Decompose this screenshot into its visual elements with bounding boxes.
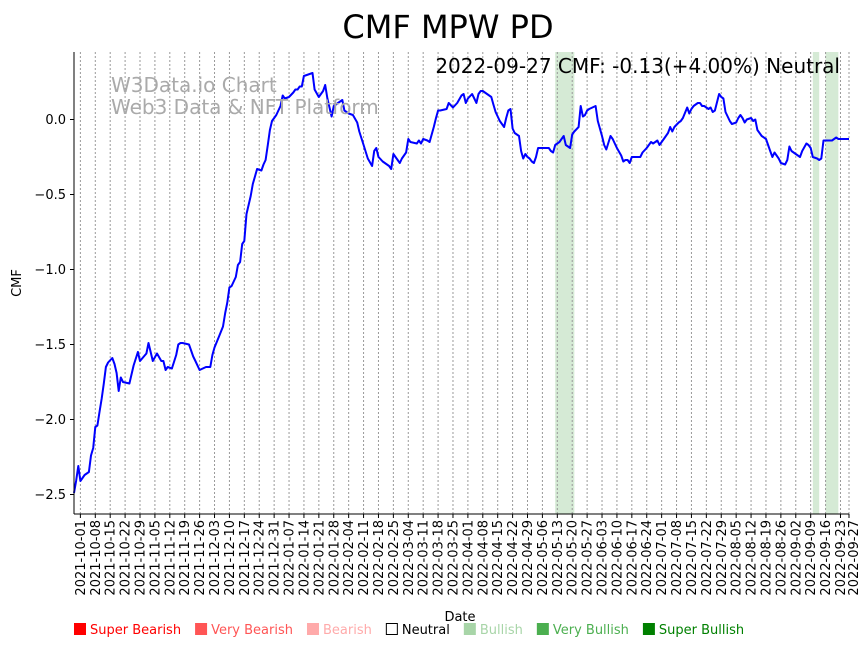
x-tick-label: 2022-08-05 [730, 520, 745, 596]
x-tick-label: 2022-08-12 [745, 520, 760, 596]
legend-swatch [536, 623, 549, 635]
x-tick-label: 2022-07-29 [715, 520, 730, 596]
x-tick-label: 2022-07-08 [670, 520, 685, 596]
x-tick-label: 2022-02-04 [342, 520, 357, 596]
legend-item: Super Bullish [642, 623, 744, 638]
x-tick-label: 2021-10-22 [119, 520, 134, 596]
x-tick-label: 2022-04-08 [476, 520, 491, 596]
x-tick-label: 2021-12-17 [238, 520, 253, 596]
x-tick-label: 2022-03-25 [446, 520, 461, 596]
y-ticks: 0.0 −0.5 −1.0 −1.5 −2.0 −2.5 [34, 113, 74, 503]
legend-item: Neutral [385, 623, 450, 638]
x-tick-label: 2022-07-15 [685, 520, 700, 596]
y-tick-label: −2.5 [34, 488, 66, 503]
x-tick-label: 2022-05-13 [551, 520, 566, 596]
x-tick-label: 2021-12-31 [268, 520, 283, 596]
chart-title: CMF MPW PD [342, 8, 553, 46]
x-tick-label: 2021-10-29 [134, 520, 149, 596]
x-tick-label: 2022-04-29 [521, 520, 536, 596]
x-tick-label: 2022-08-26 [774, 520, 789, 596]
x-tick-label: 2021-11-19 [178, 520, 193, 596]
x-tick-label: 2022-01-28 [327, 520, 342, 596]
legend-item: Super Bearish [74, 623, 181, 638]
legend-swatch [463, 623, 476, 635]
legend-label: Bearish [323, 623, 372, 638]
signal-spans [555, 52, 839, 514]
legend-label: Bullish [480, 623, 523, 638]
legend-swatch [306, 623, 319, 635]
legend-item: Very Bearish [195, 623, 293, 638]
legend-label: Super Bearish [90, 623, 181, 638]
series-line-cmf [73, 72, 849, 494]
legend-swatch [195, 623, 208, 635]
y-tick-label: −2.0 [34, 413, 66, 428]
x-tick-label: 2021-11-12 [163, 520, 178, 596]
x-tick-label: 2021-12-03 [208, 520, 223, 596]
x-tick-label: 2022-01-21 [312, 520, 327, 596]
x-tick-label: 2022-05-27 [581, 520, 596, 596]
x-tick-label: 2022-04-22 [506, 520, 521, 596]
x-tick-label: 2022-06-17 [625, 520, 640, 596]
x-tick-label: 2022-09-09 [804, 520, 819, 596]
x-tick-label: 2022-02-11 [357, 520, 372, 596]
legend-item: Bullish [463, 623, 523, 638]
x-tick-label: 2022-09-27 [847, 520, 862, 596]
x-tick-label: 2022-06-24 [640, 520, 655, 596]
legend-label: Very Bearish [211, 623, 293, 638]
x-tick-label: 2021-12-24 [253, 520, 268, 596]
x-tick-label: 2021-10-15 [104, 520, 119, 596]
x-tick-label: 2022-01-14 [297, 520, 312, 596]
x-tick-label: 2021-10-08 [89, 520, 104, 596]
watermark-line-1: W3Data.io Chart [111, 73, 277, 97]
x-tick-label: 2022-04-01 [461, 520, 476, 596]
y-tick-label: 0.0 [45, 113, 66, 128]
legend-swatch [642, 623, 655, 635]
x-tick-label: 2022-05-20 [566, 520, 581, 596]
legend-swatch [385, 623, 398, 635]
legend: Super Bearish Very Bearish Bearish Neutral B… [74, 623, 744, 638]
x-ticks: 2021-10-01 2021-10-08 2021-10-15 2021-10-22… [74, 514, 862, 596]
legend-label: Very Bullish [553, 623, 629, 638]
x-tick-label: 2021-11-26 [193, 520, 208, 596]
legend-item: Bearish [306, 623, 372, 638]
legend-swatch [74, 623, 86, 635]
bullish-span [825, 52, 839, 514]
legend-label: Super Bullish [659, 623, 744, 638]
x-tick-label: 2022-07-01 [655, 520, 670, 596]
x-tick-label: 2022-08-19 [759, 520, 774, 596]
x-tick-label: 2022-07-22 [700, 520, 715, 596]
watermark-line-2: Web3 Data & NFT Platform [111, 95, 379, 119]
grid-lines [79, 52, 850, 514]
bullish-span [555, 52, 575, 514]
y-axis-label: CMF [10, 269, 25, 297]
y-tick-label: −1.0 [34, 263, 66, 278]
x-tick-label: 2022-02-18 [372, 520, 387, 596]
x-tick-label: 2021-10-01 [74, 520, 89, 596]
y-tick-label: −1.5 [34, 338, 66, 353]
bullish-span [812, 52, 820, 514]
x-axis-label: Date [444, 610, 475, 625]
x-tick-label: 2022-01-07 [283, 520, 298, 596]
x-tick-label: 2022-03-04 [402, 520, 417, 596]
y-tick-label: −0.5 [34, 188, 66, 203]
x-tick-label: 2022-09-02 [789, 520, 804, 596]
x-tick-label: 2022-09-23 [834, 520, 849, 596]
x-tick-label: 2022-06-10 [610, 520, 625, 596]
legend-item: Very Bullish [536, 623, 629, 638]
x-tick-label: 2022-02-25 [387, 520, 402, 596]
x-tick-label: 2022-03-11 [417, 520, 432, 596]
x-tick-label: 2022-06-03 [596, 520, 611, 596]
x-tick-label: 2022-04-15 [491, 520, 506, 596]
chart-annotation: 2022-09-27 CMF: -0.13(+4.00%) Neutral [435, 54, 840, 78]
x-tick-label: 2022-09-16 [819, 520, 834, 596]
legend-label: Neutral [402, 623, 450, 638]
x-tick-label: 2022-05-06 [536, 520, 551, 596]
x-tick-label: 2021-11-05 [148, 520, 163, 596]
x-tick-label: 2021-12-10 [223, 520, 238, 596]
x-tick-label: 2022-03-18 [432, 520, 447, 596]
